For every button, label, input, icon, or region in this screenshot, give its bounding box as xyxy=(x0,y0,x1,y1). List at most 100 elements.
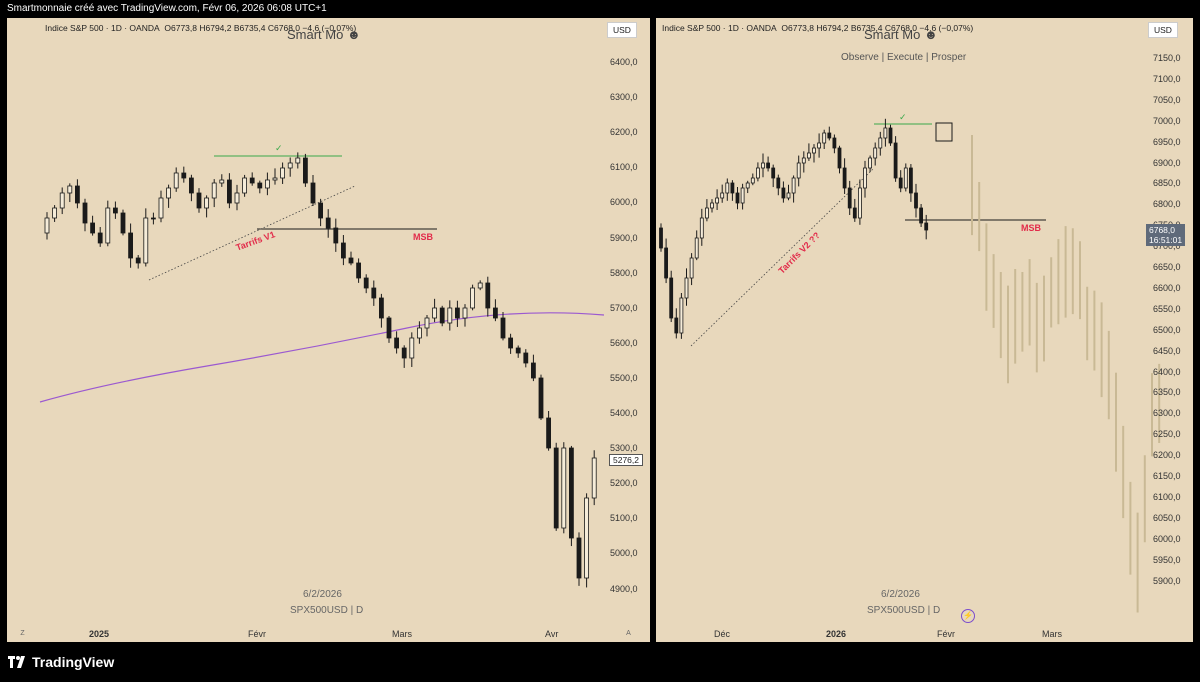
zoom-left-button[interactable]: Z xyxy=(20,630,25,637)
candle-body xyxy=(914,192,918,209)
candle-body xyxy=(515,347,521,354)
candle-body xyxy=(318,202,324,219)
candle-body xyxy=(684,277,689,299)
top-caption: Smartmonnaie créé avec TradingView.com, … xyxy=(7,3,327,14)
candle-body xyxy=(786,192,791,199)
candle-body xyxy=(272,177,278,181)
candle-body xyxy=(679,297,684,334)
tariffs-trendline xyxy=(690,167,875,347)
candle-body xyxy=(97,232,103,244)
candle-body xyxy=(371,287,377,299)
candle-body xyxy=(538,377,544,419)
auto-scale-button[interactable]: A xyxy=(626,630,631,637)
candle-body xyxy=(492,307,498,319)
symbol-label: SPX500USD | D xyxy=(290,605,364,616)
chart-pane-right[interactable]: Indice S&P 500 · 1D · OANDA O6773,8 H679… xyxy=(656,18,1193,642)
candle-body xyxy=(44,217,50,234)
candle-body xyxy=(508,337,514,349)
candle-body xyxy=(569,447,574,539)
candle-body xyxy=(356,262,362,279)
time-label-mars: Mars xyxy=(392,629,412,639)
price-tick-label: 5400,0 xyxy=(610,408,638,418)
candle-body xyxy=(852,207,857,219)
candle-body xyxy=(120,212,126,234)
last-price-box: 6768,0 16:51:01 xyxy=(1146,224,1186,246)
price-tick-label: 5900,0 xyxy=(1153,575,1181,586)
candle-body xyxy=(694,237,699,259)
candle-body xyxy=(837,147,842,169)
candle-body xyxy=(242,177,248,194)
time-label-2025: 2025 xyxy=(89,629,110,639)
price-tick-label: 6900,0 xyxy=(1153,157,1181,168)
price-tick-label: 5100,0 xyxy=(610,513,638,524)
candle-body xyxy=(226,179,232,204)
price-tick-label: 7050,0 xyxy=(1153,94,1181,105)
candle-body xyxy=(394,337,400,349)
last-price-box: 5276,2 xyxy=(609,454,643,466)
candle-body xyxy=(181,172,187,179)
candle-body xyxy=(827,132,832,139)
price-tick-label: 6650,0 xyxy=(1153,262,1181,272)
candle-body xyxy=(873,147,878,159)
price-tick-label: 6950,0 xyxy=(1153,136,1181,147)
price-tick-label: 6100,0 xyxy=(1153,491,1181,502)
smiley-icon: ☻ xyxy=(346,27,361,42)
price-tick-label: 6250,0 xyxy=(1153,429,1181,440)
chart-canvas-right[interactable] xyxy=(656,18,1193,642)
candle-body xyxy=(705,207,709,219)
candle-body xyxy=(561,447,567,529)
candle-body xyxy=(842,167,847,189)
price-tick-label: 6400,0 xyxy=(610,57,638,67)
price-tick-label: 5600,0 xyxy=(610,337,638,348)
price-tick-label: 6800,0 xyxy=(1153,199,1181,210)
candle-body xyxy=(219,179,225,184)
smiley-icon: ☻ xyxy=(923,27,938,42)
price-tick-label: 6000,0 xyxy=(1153,533,1181,544)
lightning-icon[interactable]: ⚡ xyxy=(961,609,975,623)
currency-button[interactable]: USD xyxy=(607,22,637,38)
tradingview-logo: TradingView xyxy=(8,654,114,671)
candle-body xyxy=(470,287,476,309)
candle-body xyxy=(188,177,194,194)
price-tick-label: 6300,0 xyxy=(610,92,638,103)
candle-body xyxy=(710,202,714,209)
candle-body xyxy=(302,157,308,184)
currency-button[interactable]: USD xyxy=(1148,22,1178,38)
candle-body xyxy=(416,327,422,339)
bar-timer: 16:51:01 xyxy=(1149,235,1183,245)
price-tick-label: 6050,0 xyxy=(1153,512,1181,523)
time-label-mars: Mars xyxy=(1042,629,1062,639)
check-icon: ✓ xyxy=(899,112,907,122)
candle-body xyxy=(52,207,57,219)
candle-body xyxy=(409,337,415,359)
symbol-header: Indice S&P 500 · 1D · OANDA O6773,8 H679… xyxy=(45,23,357,33)
price-tick-label: 6200,0 xyxy=(610,127,638,138)
watermark: Smart Mo ☻ xyxy=(864,27,938,42)
price-tick-label: 6400,0 xyxy=(1153,366,1181,377)
price-tick-label: 5700,0 xyxy=(610,302,638,313)
candle-body xyxy=(553,447,559,529)
candle-body xyxy=(791,177,796,194)
candle-body xyxy=(832,137,837,149)
price-tick-label: 5000,0 xyxy=(610,548,638,559)
candle-body xyxy=(745,182,750,189)
candle-body xyxy=(715,197,719,204)
candle-body xyxy=(669,277,674,319)
candle-body xyxy=(447,307,453,324)
price-tick-label: 4900,0 xyxy=(610,583,638,594)
chart-canvas-left[interactable] xyxy=(7,18,650,642)
candle-body xyxy=(806,152,811,159)
price-tick-label: 6150,0 xyxy=(1153,471,1181,481)
candle-body xyxy=(740,187,745,204)
price-tick-label: 6200,0 xyxy=(1153,450,1181,461)
candle-body xyxy=(576,537,582,579)
candle-body xyxy=(143,217,149,264)
candle-body xyxy=(878,137,883,149)
candle-body xyxy=(158,197,164,219)
candle-body xyxy=(766,162,770,169)
chart-pane-left[interactable]: Indice S&P 500 · 1D · OANDA O6773,8 H679… xyxy=(7,18,650,642)
candle-body xyxy=(485,282,491,309)
candle-body xyxy=(812,147,816,154)
candle-body xyxy=(196,192,202,209)
candle-body xyxy=(173,172,179,189)
